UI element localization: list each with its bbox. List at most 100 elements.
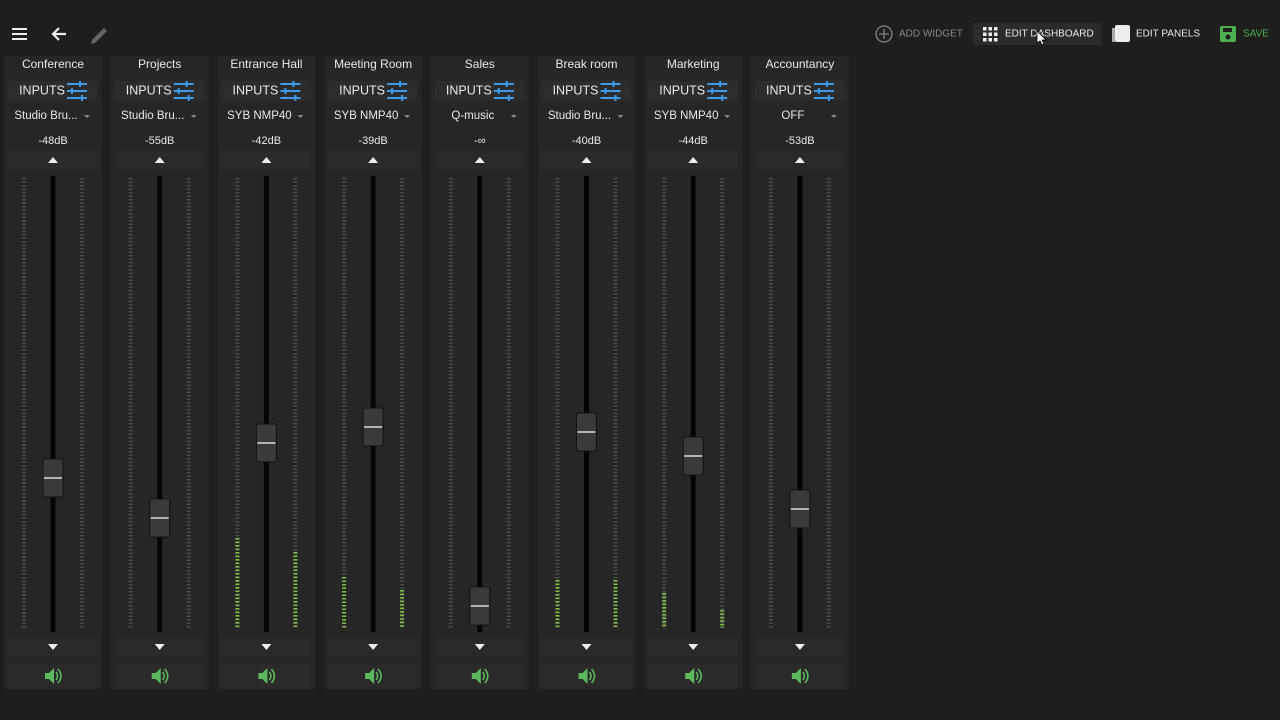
fader-knob[interactable]	[362, 407, 384, 447]
inputs-button[interactable]: INPUTS	[648, 81, 739, 101]
dropdown-caret	[190, 115, 197, 118]
volume-down-button[interactable]	[154, 644, 165, 650]
source-label: SYB NMP40	[227, 110, 292, 122]
volume-up-button[interactable]	[261, 157, 272, 163]
mute-button[interactable]	[258, 668, 276, 684]
mute-button[interactable]	[578, 668, 596, 684]
inputs-button[interactable]: INPUTS	[8, 81, 98, 101]
fader-knob[interactable]	[682, 436, 704, 476]
fader-track	[477, 176, 483, 632]
inputs-icon	[387, 81, 408, 101]
edit-button[interactable]	[91, 28, 107, 44]
mouse-cursor	[1036, 30, 1047, 46]
speaker-icon	[45, 668, 54, 684]
dropdown-caret	[830, 115, 837, 118]
volume-up-button[interactable]	[474, 157, 485, 163]
inputs-bg	[8, 81, 98, 101]
level-label: -39dB	[358, 135, 387, 147]
level-label: -53dB	[785, 135, 814, 147]
mute-button[interactable]	[471, 668, 489, 684]
add-widget-label: ADD WIDGET	[899, 29, 963, 40]
speaker-waves	[588, 668, 596, 684]
source-dropdown[interactable]: OFF	[781, 110, 837, 122]
volume-down-button[interactable]	[368, 644, 379, 650]
speaker-icon	[791, 668, 801, 684]
source-dropdown[interactable]: SYB NMP40	[334, 110, 411, 122]
mute-button[interactable]	[365, 668, 382, 684]
source-dropdown[interactable]: Studio Bru...	[121, 110, 197, 122]
inputs-button[interactable]: INPUTS	[541, 81, 632, 101]
volume-up-button[interactable]	[688, 157, 699, 163]
inputs-icon	[493, 81, 514, 101]
speaker-waves	[162, 668, 169, 684]
source-label: SYB NMP40	[334, 110, 399, 122]
speaker-icon	[365, 668, 375, 684]
channel-name: Meeting Room	[334, 57, 412, 71]
volume-up-button[interactable]	[48, 157, 58, 163]
channel-strip: Break room INPUTS Studio Bru... -40dB	[537, 56, 636, 689]
inputs-button[interactable]: INPUTS	[434, 81, 525, 101]
inputs-icon	[813, 81, 834, 101]
inputs-button[interactable]: INPUTS	[114, 81, 205, 101]
back-button[interactable]	[51, 27, 66, 41]
volume-up-button[interactable]	[581, 157, 592, 163]
inputs-button[interactable]: INPUTS	[328, 81, 419, 101]
source-dropdown[interactable]: Q-music	[451, 110, 517, 122]
volume-down-button[interactable]	[48, 644, 58, 650]
volume-down-button[interactable]	[688, 644, 699, 650]
inputs-bg	[114, 81, 205, 101]
volume-down-button[interactable]	[581, 644, 592, 650]
dropdown-caret	[510, 115, 517, 118]
inputs-icon	[707, 81, 728, 101]
speaker-icon	[685, 668, 695, 684]
source-dropdown[interactable]: SYB NMP40	[654, 110, 731, 122]
inputs-button[interactable]: INPUTS	[754, 81, 845, 101]
fader-knob[interactable]	[42, 458, 64, 498]
volume-up-button[interactable]	[794, 157, 805, 163]
dropdown-caret	[84, 115, 90, 118]
volume-down-button[interactable]	[794, 644, 805, 650]
fader-track	[370, 176, 376, 632]
fader-track	[690, 176, 696, 632]
source-dropdown[interactable]: Studio Bru...	[14, 110, 90, 122]
fader-knob[interactable]	[789, 489, 811, 529]
mute-button[interactable]	[151, 668, 169, 684]
source-dropdown[interactable]: Studio Bru...	[548, 110, 624, 122]
volume-down-button[interactable]	[474, 644, 485, 650]
speaker-icon	[151, 668, 161, 684]
inputs-button[interactable]: INPUTS	[221, 81, 312, 101]
add-widget-button[interactable]: ADD WIDGET	[875, 25, 963, 43]
speaker-icon	[471, 668, 481, 684]
speaker-icon	[578, 668, 588, 684]
speaker-waves	[695, 668, 702, 684]
inputs-label: INPUTS	[19, 83, 65, 97]
level-label: -40dB	[572, 135, 601, 147]
fader-knob[interactable]	[469, 586, 491, 626]
inputs-label: INPUTS	[446, 83, 492, 97]
menu-button[interactable]	[12, 28, 27, 40]
speaker-icon	[258, 668, 268, 684]
fader-knob[interactable]	[255, 423, 277, 463]
inputs-icon	[600, 81, 621, 101]
inputs-icon	[67, 81, 87, 101]
speaker-waves	[55, 668, 62, 684]
channel-strip: Conference INPUTS Studio Bru... -48dB	[4, 56, 102, 689]
inputs-label: INPUTS	[766, 83, 812, 97]
mute-button[interactable]	[685, 668, 702, 684]
inputs-label: INPUTS	[553, 83, 599, 97]
volume-up-button[interactable]	[368, 157, 379, 163]
source-label: Studio Bru...	[14, 110, 77, 122]
fader-knob[interactable]	[149, 498, 171, 538]
save-button[interactable]: SAVE	[1220, 26, 1269, 42]
edit-panels-button[interactable]: EDIT PANELS	[1112, 25, 1200, 42]
inputs-label: INPUTS	[126, 83, 172, 97]
fader-knob[interactable]	[576, 412, 597, 452]
mute-button[interactable]	[791, 668, 809, 684]
fader-track	[797, 176, 803, 632]
inputs-label: INPUTS	[232, 83, 278, 97]
mute-button[interactable]	[45, 668, 62, 684]
volume-down-button[interactable]	[261, 644, 272, 650]
volume-up-button[interactable]	[154, 157, 165, 163]
source-dropdown[interactable]: SYB NMP40	[227, 110, 304, 122]
